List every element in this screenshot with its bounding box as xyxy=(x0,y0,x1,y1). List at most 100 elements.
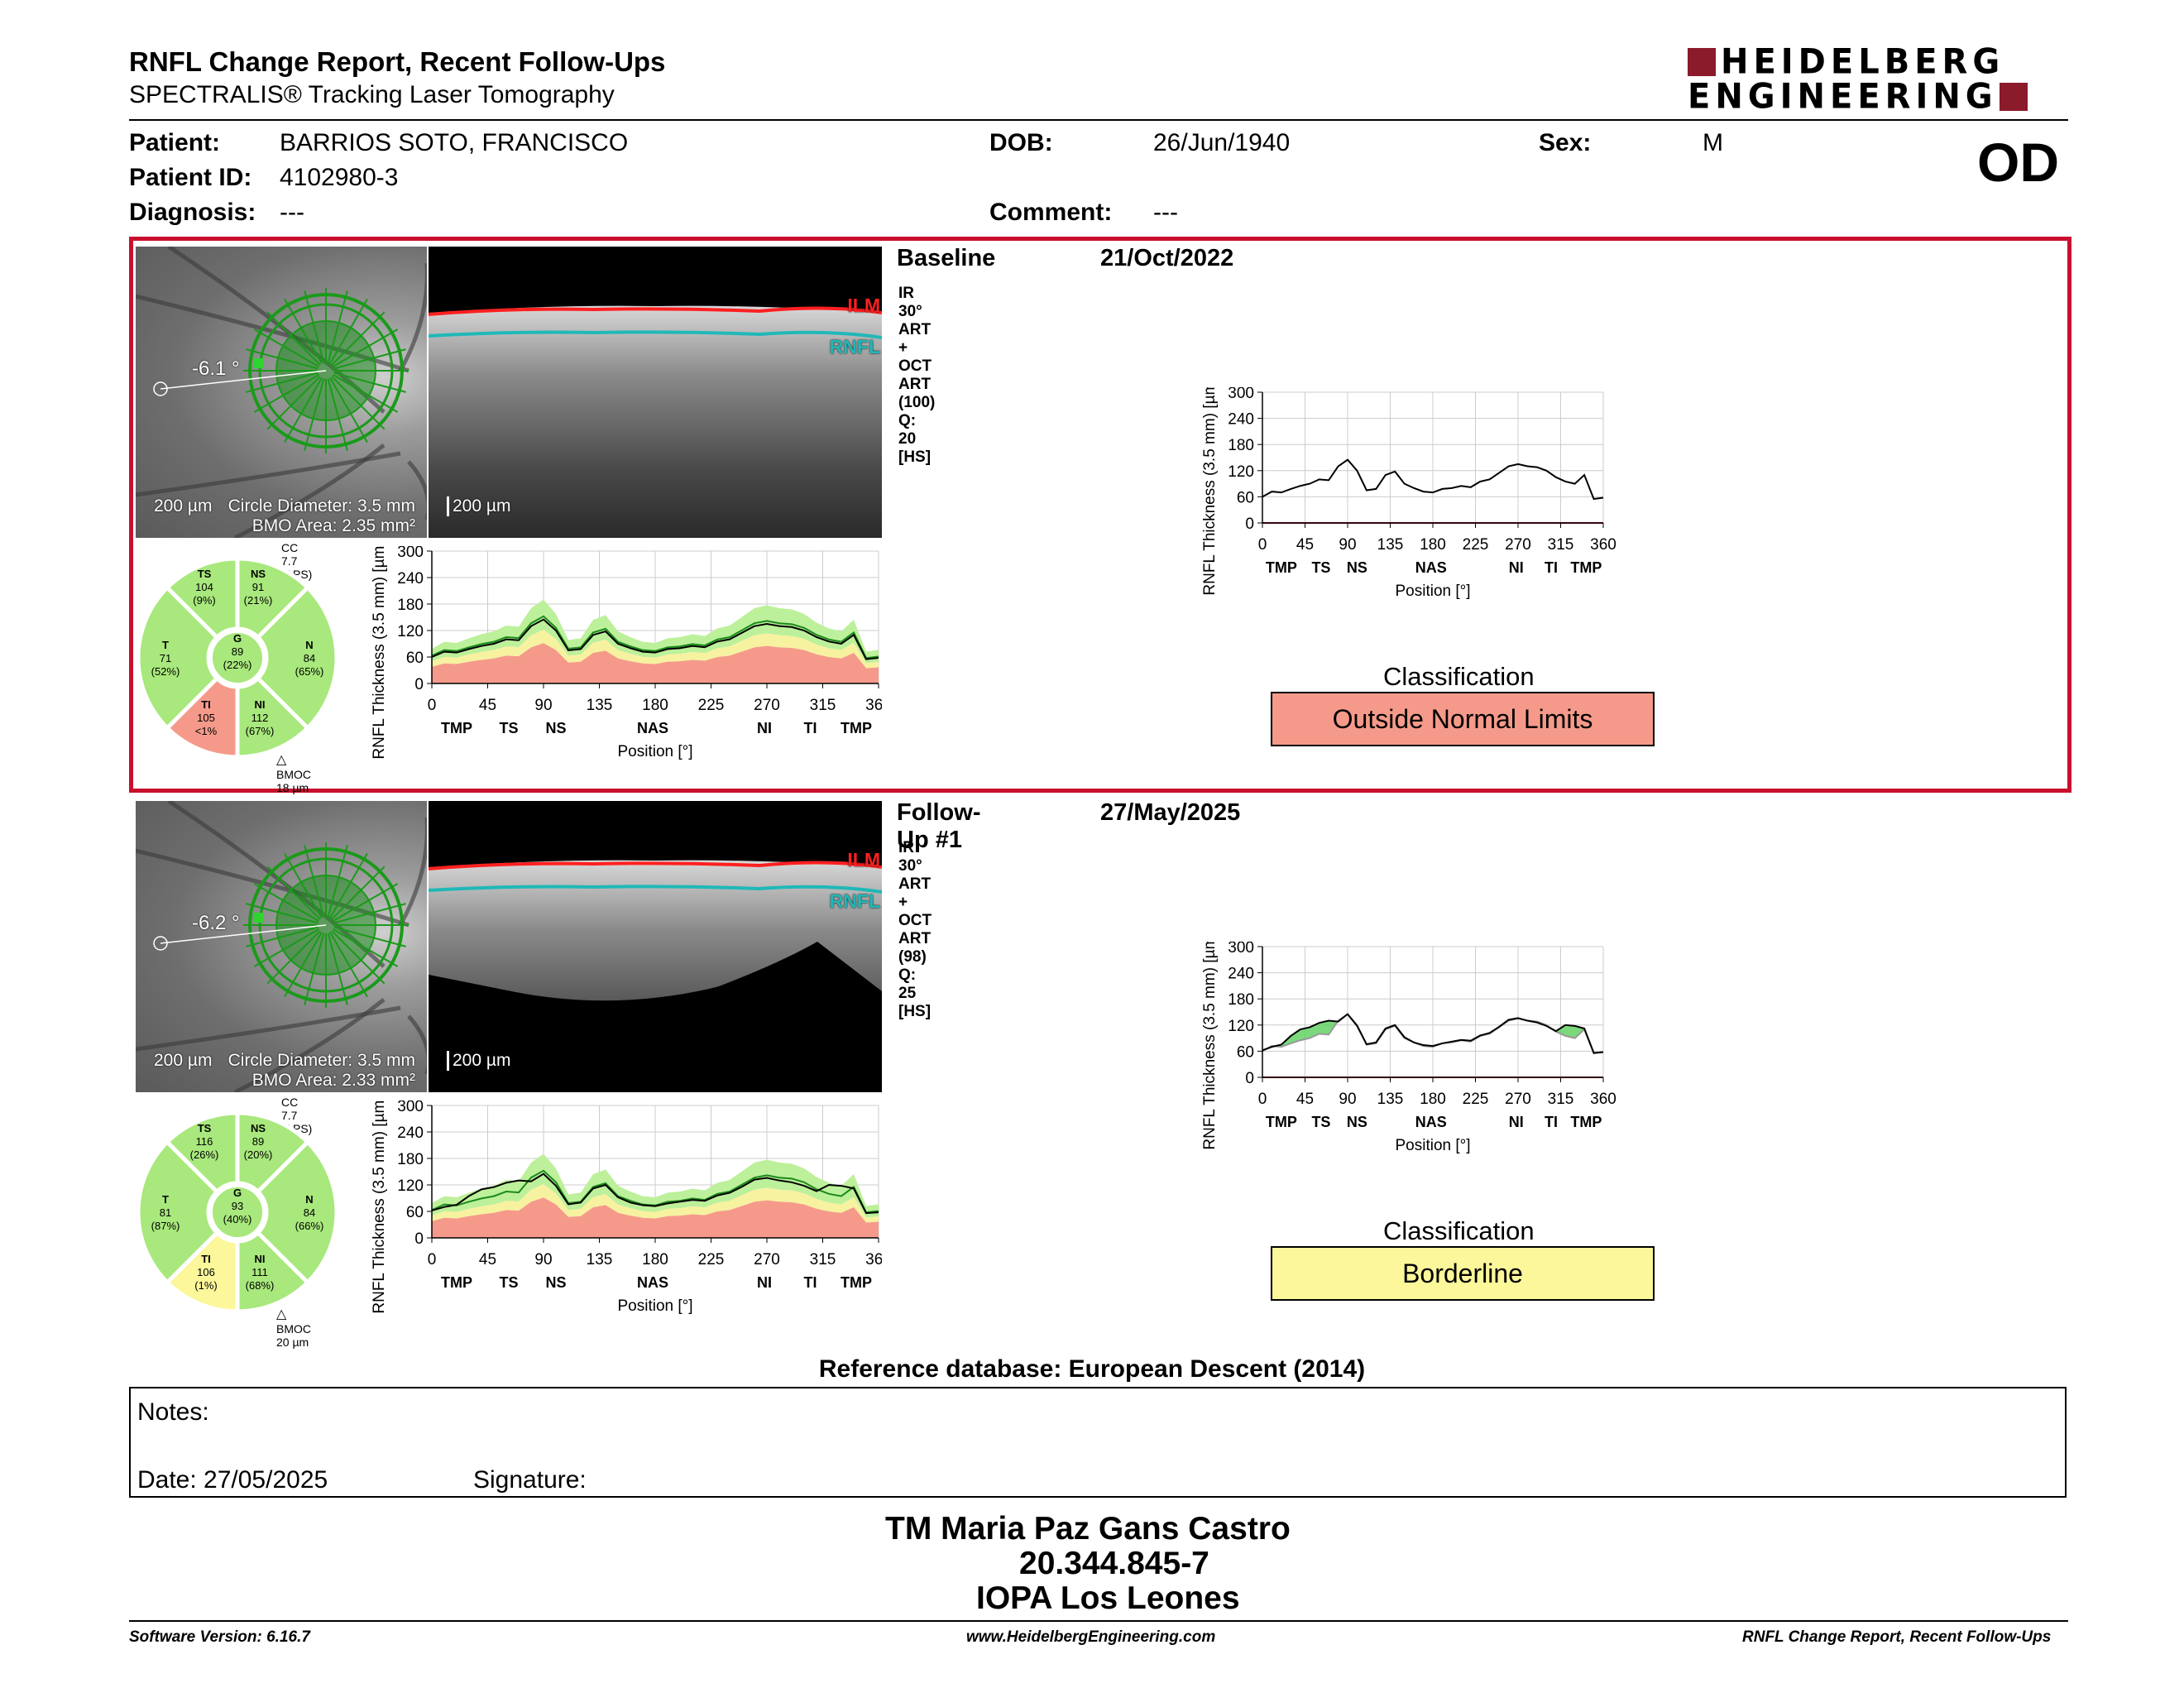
sector-percentile: (68%) xyxy=(246,1279,275,1292)
fundus-overlay xyxy=(136,801,427,1092)
eye-indicator: OD xyxy=(1977,132,2059,193)
x-tick-label: 90 xyxy=(534,697,552,714)
delta-icon: △ xyxy=(276,1307,287,1321)
bmoc-label: △ BMOC 20 µm xyxy=(276,1307,311,1349)
y-tick-label: 0 xyxy=(414,1230,424,1248)
y-tick-label: 240 xyxy=(397,1125,424,1142)
sector-g xyxy=(209,630,266,686)
y-tick-label: 0 xyxy=(414,676,424,693)
comment-label: Comment: xyxy=(989,199,1113,226)
sector-percentile: (20%) xyxy=(244,1149,273,1161)
x-tick-label: 270 xyxy=(754,697,780,714)
sector-id: NS xyxy=(251,568,266,580)
exam-date: 27/May/2025 xyxy=(1100,799,1241,826)
classification-result: Outside Normal Limits xyxy=(1271,692,1655,746)
sector-percentile: <1% xyxy=(195,725,218,737)
sector-axis-label: TMP xyxy=(1266,1114,1297,1130)
comment-value: --- xyxy=(1153,199,1178,226)
x-tick-label: 315 xyxy=(810,697,836,714)
sector-n xyxy=(255,1139,339,1286)
sector-id: TS xyxy=(198,568,212,580)
change-thickness-chart: 0 60 120 180 240 300 0 45 90 135 180 225 270 315 360 TM… xyxy=(1175,377,1754,710)
sector-ti xyxy=(164,675,240,760)
y-tick-label: 60 xyxy=(406,1204,424,1221)
x-tick-label: 90 xyxy=(1339,536,1356,554)
patient-label: Patient: xyxy=(129,129,221,156)
y-tick-label: 300 xyxy=(1228,942,1254,957)
borderline-band xyxy=(432,1184,879,1223)
y-tick-label: 180 xyxy=(397,597,424,614)
report-subtitle: SPECTRALIS® Tracking Laser Tomography xyxy=(129,81,615,108)
signatory-org: IOPA Los Leones xyxy=(976,1580,1240,1616)
sector-percentile: (52%) xyxy=(151,665,180,678)
sector-ts xyxy=(164,556,240,640)
classification-result: Borderline xyxy=(1271,1246,1655,1301)
ilm-label: ILM xyxy=(847,849,880,870)
sector-id: G xyxy=(233,632,242,645)
y-tick-label: 60 xyxy=(1237,489,1254,506)
sector-value: 104 xyxy=(195,581,213,593)
delta-icon: △ xyxy=(276,753,287,767)
sector-g xyxy=(209,1184,266,1240)
x-tick-label: 135 xyxy=(587,1251,613,1268)
x-tick-label: 315 xyxy=(1548,1091,1574,1108)
sector-axis-label: NI xyxy=(757,720,772,736)
exam-date: 21/Oct/2022 xyxy=(1100,245,1234,271)
sector-id: NS xyxy=(251,1122,266,1134)
sector-axis-label: NAS xyxy=(1415,559,1447,576)
sector-axis-label: NAS xyxy=(1415,1114,1447,1130)
x-axis-label: Position [°] xyxy=(1395,583,1470,600)
circle-diameter: Circle Diameter: 3.5 mm xyxy=(228,1051,415,1070)
x-tick-label: 270 xyxy=(1505,536,1531,554)
sector-axis-label: NAS xyxy=(637,720,668,736)
y-tick-label: 60 xyxy=(1237,1043,1254,1061)
sector-axis-label: TI xyxy=(1545,559,1558,576)
x-tick-label: 135 xyxy=(587,697,613,714)
website-link[interactable]: www.HeidelbergEngineering.com xyxy=(966,1628,1216,1646)
outside-normal-band xyxy=(432,643,879,683)
y-tick-label: 180 xyxy=(1228,437,1254,454)
rotation-angle: -6.2 ° xyxy=(192,912,240,934)
x-tick-label: 45 xyxy=(479,697,496,714)
sector-t xyxy=(136,1139,220,1286)
y-axis-label: RNFL Thickness (3.5 mm) [µm] xyxy=(371,546,388,760)
sector-percentile: (87%) xyxy=(151,1220,180,1232)
y-tick-label: 120 xyxy=(397,1177,424,1195)
change-thickness-chart: 0 60 120 180 240 300 0 45 90 135 180 225 270 315 360 TM… xyxy=(1175,932,1754,1264)
x-tick-label: 360 xyxy=(1590,536,1616,554)
sector-axis-label: NAS xyxy=(637,1274,668,1291)
reference-database: Reference database: European Descent (20… xyxy=(818,1355,1366,1383)
y-tick-label: 0 xyxy=(1245,1070,1254,1087)
normative-thickness-chart: 0 60 120 180 240 300 0 45 90 135 180 225 270 315 360 TM… xyxy=(364,1096,892,1357)
rnfl-label: RNFL xyxy=(829,890,880,912)
fundus-image: -6.2 ° 200 µm Circle Diameter: 3.5 mm BMO A… xyxy=(136,801,427,1092)
acquisition-info: IR 30° ART + OCT ART (100) Q: 20 [HS] xyxy=(898,285,936,466)
sector-ts xyxy=(164,1110,240,1195)
sector-axis-label: TI xyxy=(1545,1114,1558,1130)
sector-axis-label: TMP xyxy=(441,1274,472,1291)
patient-id: 4102980-3 xyxy=(280,164,399,191)
sector-ns xyxy=(235,556,311,640)
sex-label: Sex: xyxy=(1539,129,1592,156)
x-tick-label: 0 xyxy=(428,1251,437,1268)
x-tick-label: 180 xyxy=(1420,536,1446,554)
circle-diameter: Circle Diameter: 3.5 mm xyxy=(228,496,415,516)
acquisition-info: IR 30° ART + OCT ART (98) Q: 25 [HS] xyxy=(898,839,932,1020)
y-axis-label: RNFL Thickness (3.5 mm) [µm] xyxy=(1201,387,1219,596)
sector-axis-label: TMP xyxy=(841,1274,872,1291)
sector-value: 116 xyxy=(196,1135,213,1148)
sector-ni xyxy=(235,675,311,760)
dob-value: 26/Jun/1940 xyxy=(1153,129,1291,156)
sector-axis-label: TMP xyxy=(1570,1114,1602,1130)
x-tick-label: 45 xyxy=(1296,536,1314,554)
notes-box[interactable]: Notes: Date: 27/05/2025 Signature: xyxy=(129,1387,2067,1498)
sector-value: 89 xyxy=(232,645,243,658)
x-tick-label: 180 xyxy=(642,697,668,714)
x-tick-label: 90 xyxy=(1339,1091,1356,1108)
sector-n xyxy=(255,584,339,731)
report-title: RNFL Change Report, Recent Follow-Ups xyxy=(129,46,666,77)
sector-id: TS xyxy=(198,1122,212,1134)
sector-percentile: (1%) xyxy=(194,1279,217,1292)
rnfl-label: RNFL xyxy=(829,336,880,357)
